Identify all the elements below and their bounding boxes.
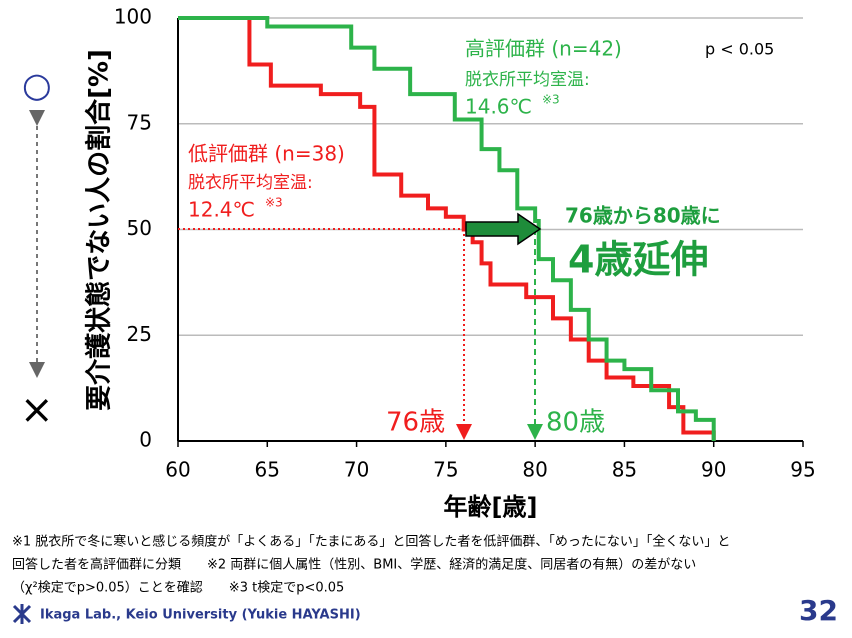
annotation: ×: [20, 387, 54, 433]
y-axis-label: 要介護状態でない人の割合[%]: [84, 49, 115, 411]
y-tick-label: 0: [139, 428, 152, 452]
footnote: 回答した者を高評価群に分類 ※2 両群に個人属性（性別、BMI、学歴、経済的満足…: [12, 557, 696, 573]
annotation: 脱衣所平均室温:: [465, 70, 590, 90]
annotation: ※3: [542, 93, 560, 107]
shift-arrow: [465, 212, 542, 246]
y-tick-label: 75: [127, 110, 152, 134]
x-tick-label: 75: [433, 458, 458, 482]
annotation: 14.6℃: [465, 95, 532, 119]
annotation: 80歳: [546, 408, 605, 438]
x-tick-label: 65: [255, 458, 280, 482]
footnote: ※1 脱衣所で冬に寒いと感じる頻度が「よくある」「たまにある」と回答した者を低評…: [12, 534, 730, 550]
annotation: ○: [22, 66, 52, 106]
x-tick-label: 95: [790, 458, 815, 482]
page-number: 32: [799, 594, 838, 627]
step-line: [178, 16, 716, 441]
annotation: 脱衣所平均室温:: [188, 173, 313, 193]
annotation: 4歳延伸: [568, 238, 708, 282]
annotation: 12.4℃: [188, 198, 255, 222]
x-axis-label: 年齢[歳]: [444, 493, 538, 521]
annotation: 76歳: [386, 408, 445, 438]
annotations: 低評価群 (n=38) 高評価群 (n=42) p < 0.05 脱衣所平均室温: 14…: [20, 37, 774, 438]
y-tick-label: 25: [127, 322, 152, 346]
footer-lab: Ikaga Lab., Keio University (Yukie HAYAS…: [40, 608, 361, 623]
x-tick-label: 70: [344, 458, 369, 482]
x-tick-label: 85: [612, 458, 637, 482]
step-line: [178, 16, 716, 441]
legend-label: 低評価群 (n=38): [188, 142, 345, 166]
annotation: 76歳から80歳に: [565, 204, 721, 228]
legend-label: 高評価群 (n=42): [465, 37, 622, 61]
footnote: （χ²検定でp>0.05）ことを確認 ※3 t検定でp<0.05: [12, 580, 344, 596]
plot: [178, 16, 716, 441]
y-tick-label: 100: [114, 5, 152, 29]
logo: [12, 604, 32, 624]
x-tick-label: 80: [522, 458, 547, 482]
x-tick-label: 60: [165, 458, 190, 482]
grid: 0 25 50 75 100 60 65 70 75 80 85 90 95 年齢[歳] 要介護状態でない人…: [84, 5, 816, 522]
annotation: ※3: [265, 196, 283, 210]
x-tick-label: 90: [701, 458, 726, 482]
annotation: p < 0.05: [705, 40, 774, 59]
y-tick-label: 50: [127, 216, 152, 240]
